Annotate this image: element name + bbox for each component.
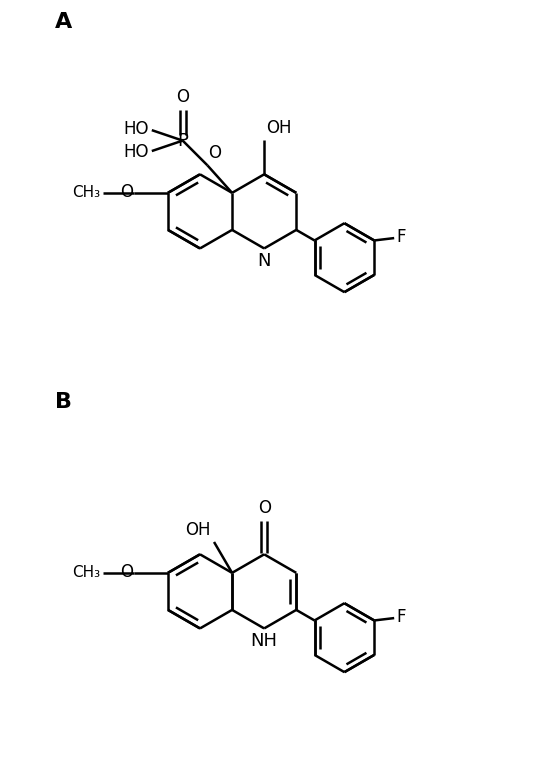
- Text: NH: NH: [251, 632, 278, 651]
- Text: O: O: [176, 88, 189, 106]
- Text: CH₃: CH₃: [72, 565, 100, 581]
- Text: P: P: [177, 131, 188, 150]
- Text: CH₃: CH₃: [72, 185, 100, 201]
- Text: HO: HO: [124, 120, 149, 138]
- Text: F: F: [396, 228, 406, 246]
- Text: O: O: [120, 183, 133, 201]
- Text: N: N: [257, 252, 271, 271]
- Text: OH: OH: [267, 119, 292, 138]
- Text: O: O: [258, 499, 270, 518]
- Text: O: O: [120, 563, 133, 581]
- Text: A: A: [55, 12, 72, 32]
- Text: HO: HO: [124, 143, 149, 161]
- Text: O: O: [208, 144, 221, 163]
- Text: OH: OH: [185, 521, 210, 539]
- Text: B: B: [55, 392, 72, 412]
- Text: F: F: [396, 608, 406, 626]
